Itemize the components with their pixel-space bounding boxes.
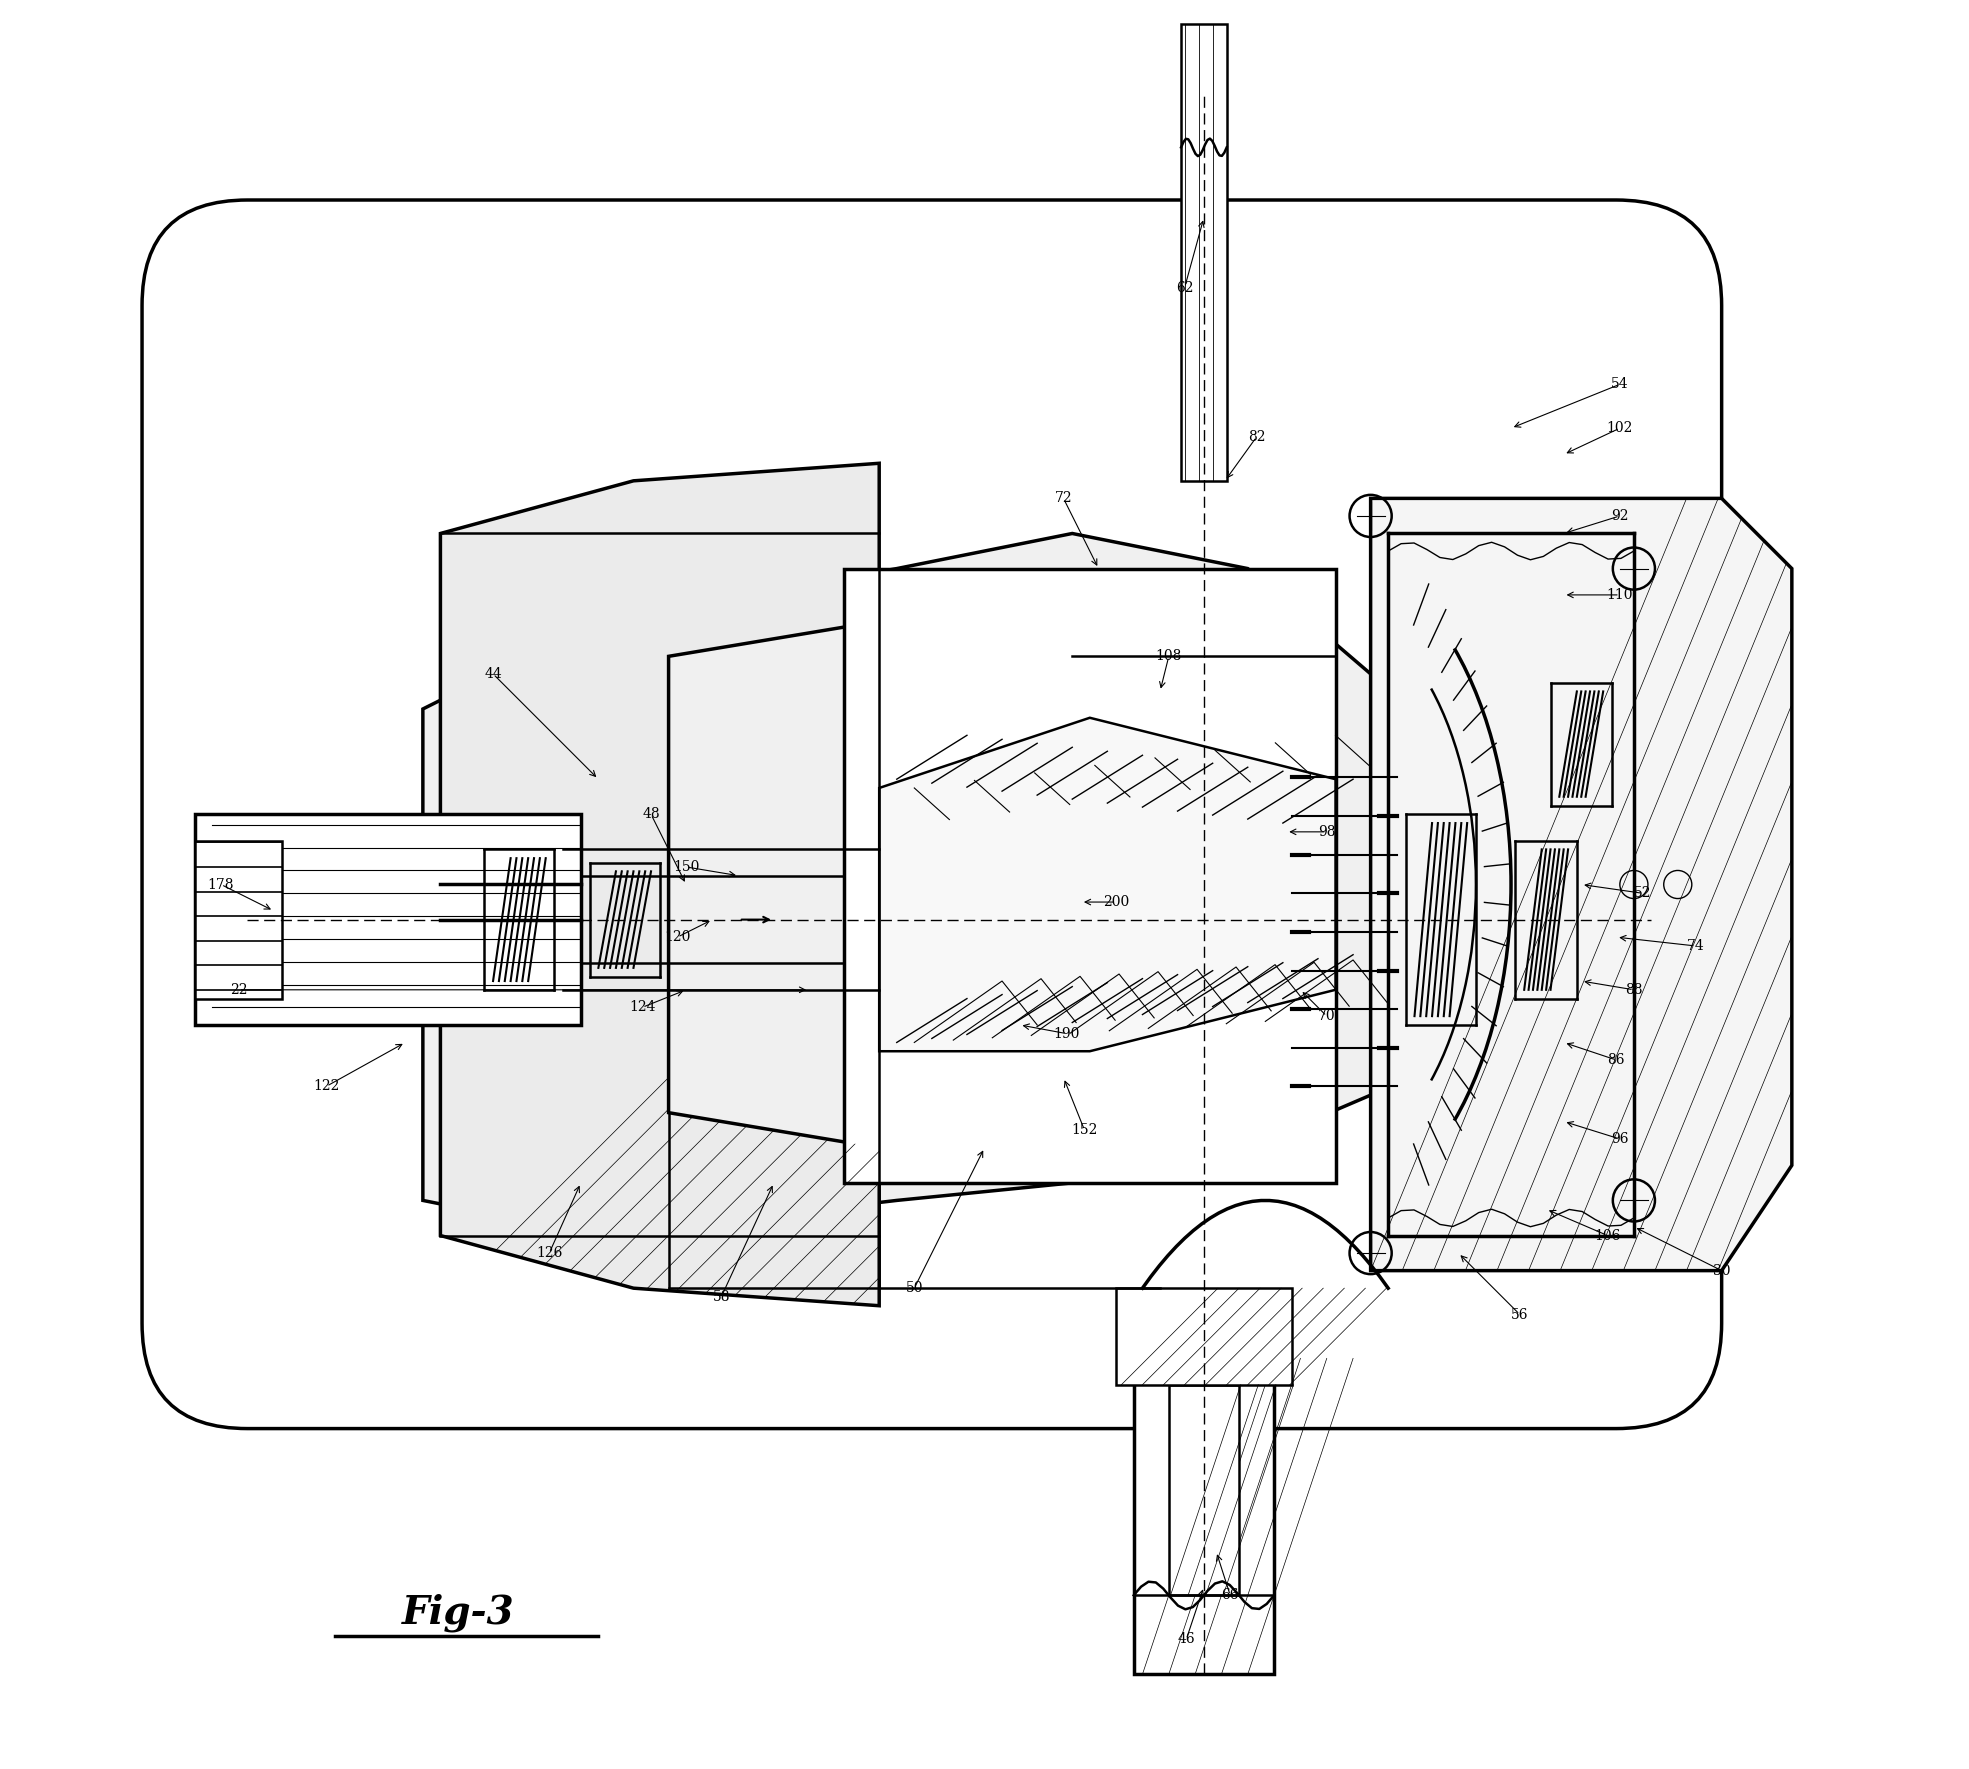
Text: 102: 102	[1607, 421, 1632, 435]
Text: 106: 106	[1595, 1228, 1620, 1242]
Bar	[1170, 1385, 1239, 1596]
Text: Fig-3: Fig-3	[402, 1594, 514, 1633]
Text: 96: 96	[1611, 1132, 1628, 1146]
Text: 88: 88	[1624, 984, 1642, 996]
Text: 54: 54	[1611, 377, 1628, 391]
Text: 66: 66	[1221, 1589, 1239, 1603]
Text: 56: 56	[1510, 1307, 1528, 1321]
Text: 58: 58	[713, 1290, 730, 1304]
Polygon shape	[423, 534, 1510, 1235]
Bar	[195, 814, 581, 1024]
Bar	[845, 568, 1335, 1183]
Text: 92: 92	[1611, 509, 1628, 524]
Text: 124: 124	[628, 999, 656, 1014]
Text: 82: 82	[1248, 430, 1266, 444]
Text: 152: 152	[1071, 1123, 1099, 1137]
Text: 110: 110	[1607, 587, 1632, 601]
Text: 74: 74	[1685, 939, 1705, 953]
Bar	[195, 840, 282, 998]
Text: 30: 30	[1713, 1263, 1731, 1277]
Text: 48: 48	[642, 807, 660, 821]
Text: 46: 46	[1177, 1633, 1195, 1647]
FancyBboxPatch shape	[142, 200, 1721, 1429]
Text: 50: 50	[906, 1281, 923, 1295]
Text: 150: 150	[673, 860, 699, 874]
Bar	[1134, 1359, 1274, 1673]
Text: 190: 190	[1053, 1026, 1081, 1040]
Text: 62: 62	[1175, 281, 1193, 295]
Text: 178: 178	[209, 877, 234, 892]
Text: 52: 52	[1634, 886, 1652, 900]
Bar	[1181, 25, 1227, 481]
Bar	[1116, 1288, 1292, 1385]
Text: 72: 72	[1055, 492, 1073, 506]
Polygon shape	[1370, 499, 1792, 1270]
Text: 200: 200	[1103, 895, 1130, 909]
Text: 108: 108	[1156, 649, 1181, 663]
Text: 122: 122	[313, 1079, 339, 1093]
Text: 98: 98	[1317, 824, 1335, 839]
Text: 126: 126	[536, 1245, 563, 1260]
Text: 44: 44	[484, 667, 502, 681]
Text: 120: 120	[664, 930, 691, 945]
Text: 70: 70	[1317, 1008, 1335, 1022]
Polygon shape	[880, 718, 1335, 1051]
Text: 86: 86	[1607, 1053, 1624, 1067]
Text: 22: 22	[230, 984, 248, 996]
Polygon shape	[441, 463, 880, 1306]
